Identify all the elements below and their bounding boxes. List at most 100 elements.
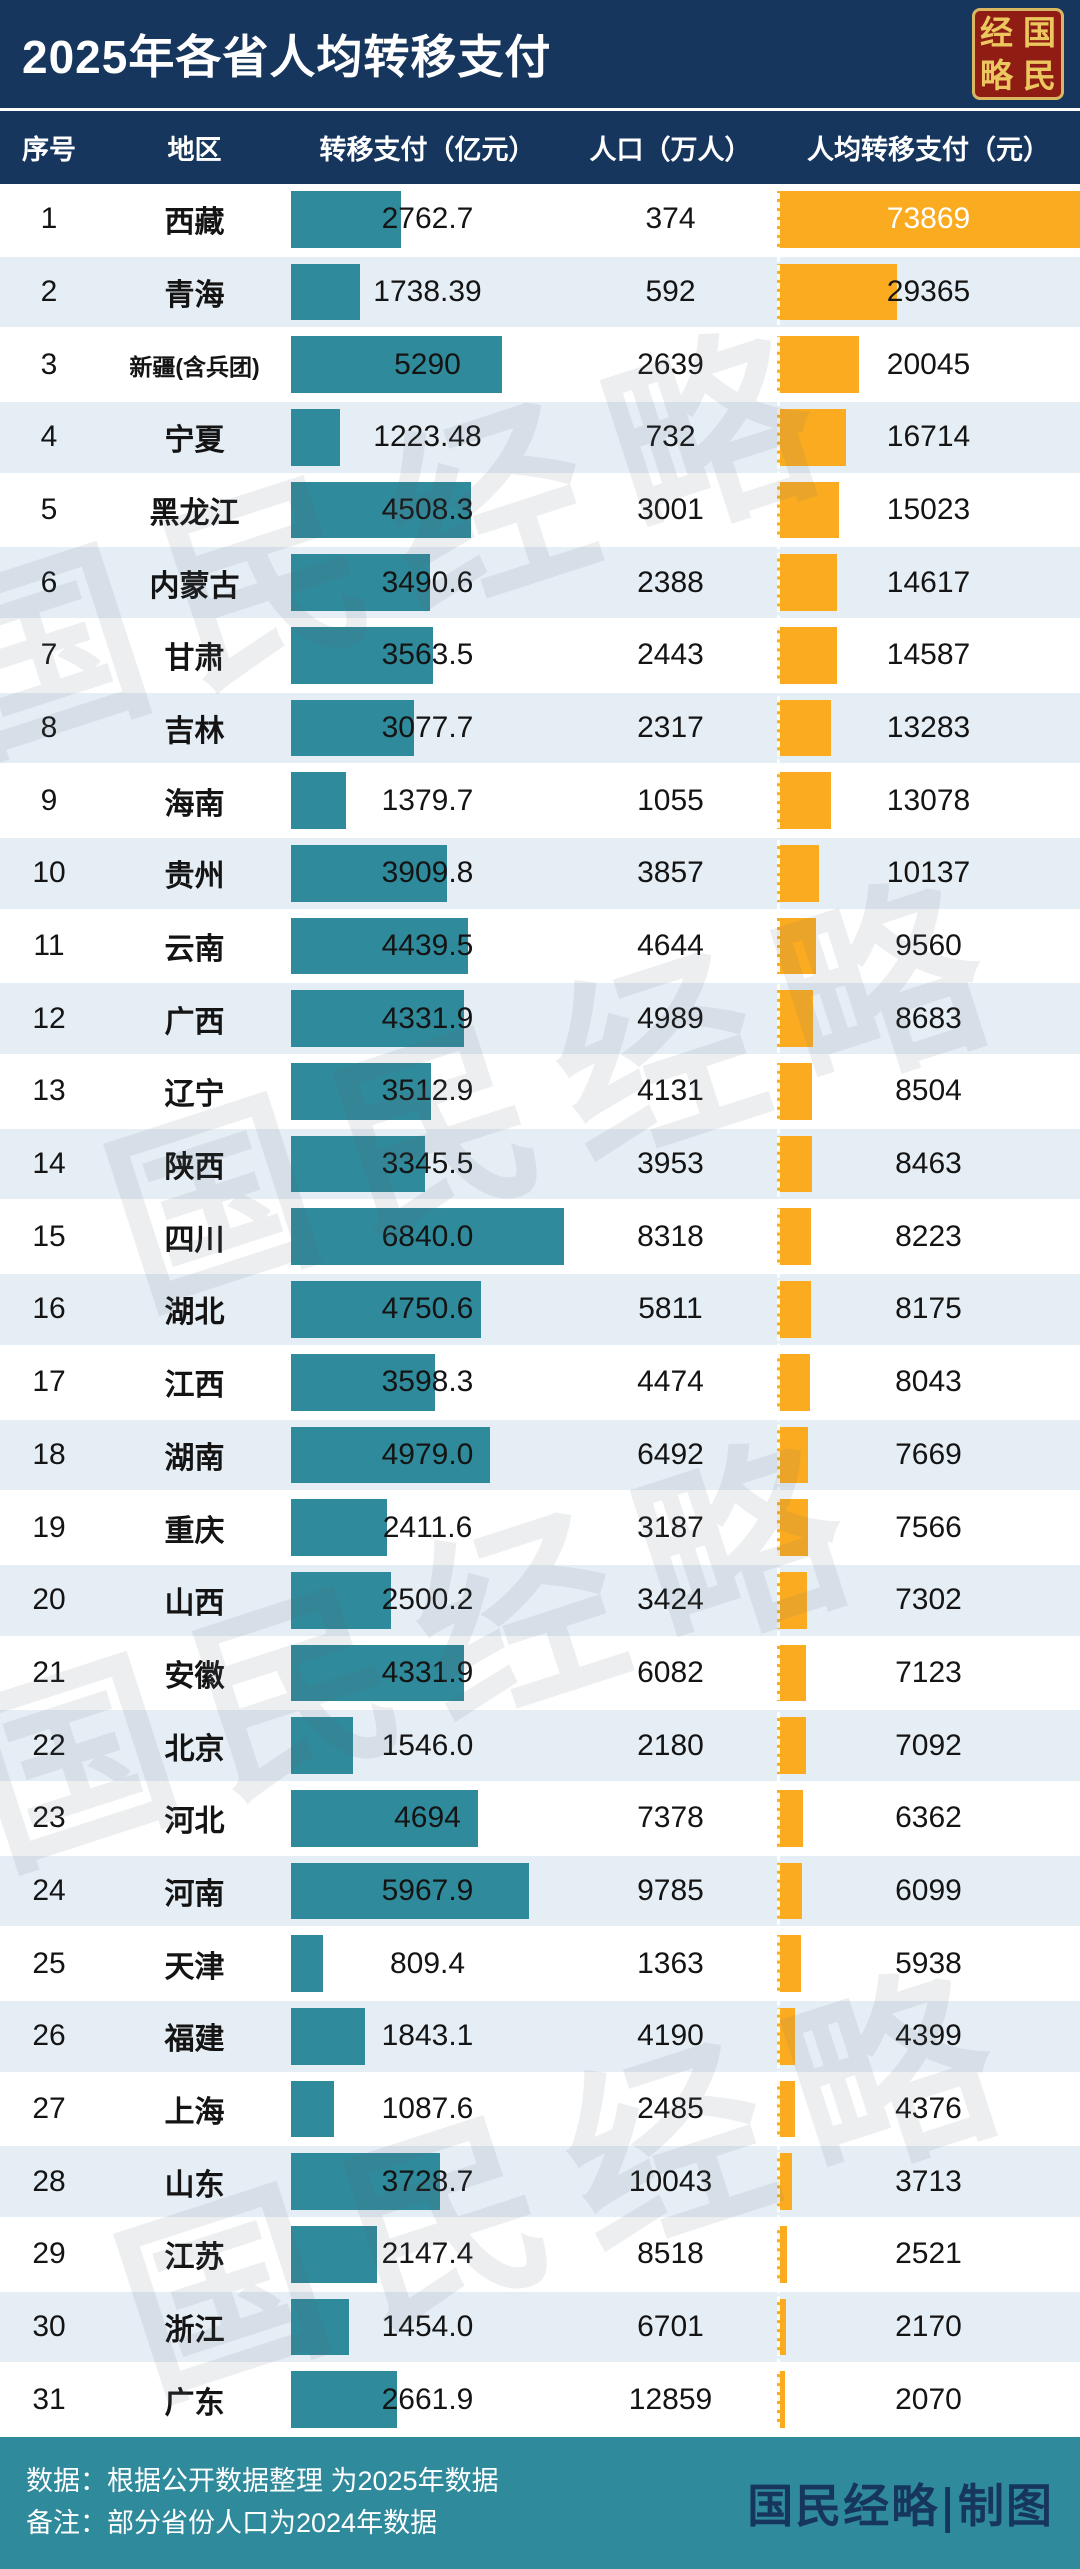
rank-value: 2	[40, 275, 58, 308]
percap-value: 14587	[886, 638, 971, 672]
population-value: 4190	[637, 2019, 704, 2053]
rank-value: 19	[32, 1510, 66, 1544]
header-rank: 序号	[22, 135, 76, 165]
transfer-bar	[291, 1281, 481, 1338]
percap-cell: 9560	[777, 911, 1080, 982]
population-value: 4131	[637, 1074, 704, 1108]
seal-char: 民	[1023, 57, 1056, 94]
transfer-bar	[291, 1063, 432, 1120]
percap-bar	[777, 1571, 807, 1629]
rank-cell: 15	[0, 1201, 98, 1272]
region-name: 吉林	[164, 715, 225, 749]
page-title: 2025年各省人均转移支付	[22, 31, 552, 83]
transfer-cell: 4331.9	[291, 1638, 564, 1709]
table-row: 1 西藏 2762.7 374 73869	[0, 184, 1080, 257]
transfer-bar	[291, 1208, 564, 1266]
transfer-bar	[291, 191, 402, 248]
region-name: 内蒙古	[149, 569, 240, 603]
population-cell: 374	[564, 184, 777, 255]
percap-value: 73869	[886, 202, 971, 236]
rank-cell: 23	[0, 1783, 98, 1854]
transfer-bar	[291, 699, 414, 757]
rank-value: 27	[32, 2091, 66, 2125]
percap-cell: 15023	[777, 475, 1080, 546]
transfer-cell: 2147.4	[291, 2219, 564, 2290]
region-cell: 黑龙江	[98, 475, 291, 546]
percap-bar	[777, 2225, 788, 2283]
percap-value: 16714	[886, 420, 971, 454]
percap-bar	[777, 627, 837, 684]
region-cell: 新疆(含兵团)	[98, 329, 291, 400]
rank-value: 6	[40, 565, 58, 599]
percap-bar	[777, 2153, 793, 2210]
rank-value: 10	[32, 856, 66, 890]
percap-value: 14617	[886, 565, 971, 599]
percap-cell: 7566	[777, 1492, 1080, 1563]
population-value: 12859	[628, 2382, 713, 2416]
region-cell: 福建	[98, 2001, 291, 2072]
population-value: 6492	[637, 1437, 704, 1471]
population-cell: 12859	[564, 2364, 777, 2435]
region-name: 广东	[164, 2386, 225, 2420]
transfer-cell: 1843.1	[291, 2001, 564, 2072]
percap-value: 7092	[895, 1728, 962, 1762]
percap-value: 7123	[895, 1655, 962, 1689]
region-cell: 内蒙古	[98, 547, 291, 618]
transfer-value: 4439.5	[381, 929, 474, 963]
percap-value: 7302	[895, 1583, 962, 1617]
population-value: 8318	[637, 1219, 704, 1253]
transfer-bar	[291, 1571, 391, 1629]
percap-value: 7669	[895, 1437, 962, 1471]
table-row: 24 河南 5967.9 9785 6099	[0, 1855, 1080, 1929]
title-bar: 2025年各省人均转移支付 经 国 略 民	[0, 0, 1080, 108]
region-cell: 河南	[98, 1856, 291, 1927]
region-name: 江苏	[164, 2241, 225, 2275]
percap-bar	[777, 1208, 811, 1266]
table-row: 7 甘肃 3563.5 2443 14587	[0, 620, 1080, 693]
table-row: 6 内蒙古 3490.6 2388 14617	[0, 547, 1080, 621]
rank-cell: 7	[0, 620, 98, 691]
region-cell: 山西	[98, 1565, 291, 1636]
population-value: 3187	[637, 1510, 704, 1544]
table-row: 20 山西 2500.2 3424 7302	[0, 1564, 1080, 1638]
rank-value: 22	[32, 1728, 66, 1762]
region-name: 北京	[164, 1732, 225, 1766]
percap-cell: 6099	[777, 1856, 1080, 1927]
rank-value: 30	[32, 2309, 66, 2343]
population-value: 2388	[637, 565, 704, 599]
transfer-value: 1454.0	[381, 2309, 474, 2343]
population-cell: 8318	[564, 1201, 777, 1272]
percap-cell: 3713	[777, 2146, 1080, 2217]
region-name: 天津	[164, 1950, 225, 1984]
percap-value: 7566	[895, 1510, 962, 1544]
percap-cell: 20045	[777, 329, 1080, 400]
region-cell: 海南	[98, 765, 291, 836]
percap-value: 9560	[895, 929, 962, 963]
rank-value: 28	[32, 2164, 66, 2198]
region-name: 安徽	[164, 1659, 225, 1693]
region-name: 四川	[164, 1223, 225, 1257]
rank-cell: 2	[0, 257, 98, 328]
footer-data-source: 数据：根据公开数据整理 为2025年数据	[26, 2466, 499, 2497]
region-cell: 江苏	[98, 2219, 291, 2290]
percap-value: 29365	[886, 275, 971, 308]
transfer-cell: 3490.6	[291, 547, 564, 618]
rank-cell: 12	[0, 983, 98, 1054]
population-cell: 3424	[564, 1565, 777, 1636]
percap-value: 13283	[886, 711, 971, 745]
percap-bar	[777, 2080, 795, 2138]
percap-bar	[777, 1935, 802, 1992]
percap-bar	[777, 1426, 809, 1484]
percap-bar	[777, 1063, 812, 1120]
rank-value: 31	[32, 2382, 66, 2416]
population-cell: 3001	[564, 475, 777, 546]
percap-value: 6362	[895, 1801, 962, 1835]
population-value: 3424	[637, 1583, 704, 1617]
region-cell: 吉林	[98, 693, 291, 764]
transfer-bar	[291, 1644, 464, 1702]
transfer-cell: 1546.0	[291, 1710, 564, 1781]
table-row: 28 山东 3728.7 10043 3713	[0, 2146, 1080, 2219]
transfer-value: 2661.9	[381, 2382, 474, 2416]
transfer-value: 3345.5	[381, 1147, 474, 1181]
